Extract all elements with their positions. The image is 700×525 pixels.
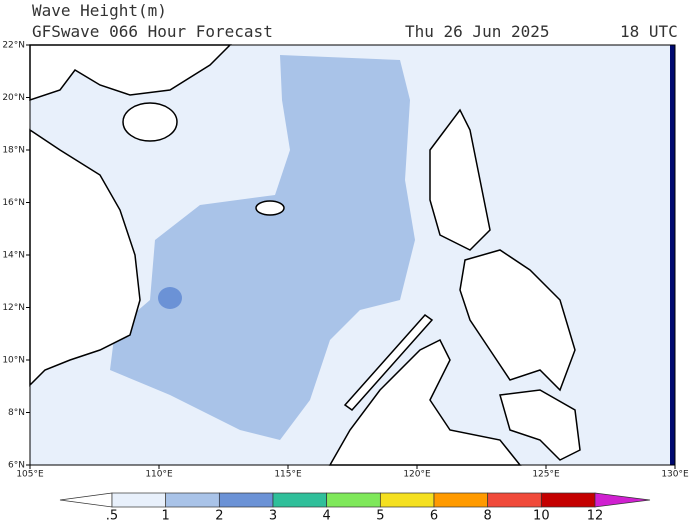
lon-tick-label: 105°E	[16, 470, 44, 480]
colorbar-segment	[59, 492, 113, 508]
colorbar-label: 5	[376, 509, 384, 524]
lat-tick-label: 6°N	[8, 461, 25, 471]
coastline	[255, 200, 285, 216]
coastline	[122, 102, 178, 142]
colorbar-label: 2	[215, 509, 223, 524]
coastline	[429, 108, 491, 251]
subtitle: GFSwave 066 Hour Forecast	[32, 22, 273, 41]
coastline	[343, 313, 434, 412]
lat-tick-label: 12°N	[2, 303, 25, 313]
colorbar-label: 12	[587, 509, 604, 524]
colorbar-segment	[433, 492, 489, 508]
colorbar-segment	[111, 492, 167, 508]
coastline	[328, 338, 522, 466]
colorbar-segment	[218, 492, 274, 508]
lat-tick-label: 8°N	[8, 408, 25, 418]
lat-tick-label: 10°N	[2, 356, 25, 366]
wave-field	[110, 55, 415, 440]
colorbar-segment	[594, 492, 651, 508]
lat-tick-label: 14°N	[2, 251, 25, 261]
date: Thu 26 Jun 2025	[405, 22, 550, 41]
lat-tick-label: 18°N	[2, 146, 25, 156]
coastline	[499, 389, 581, 461]
time: 18 UTC	[620, 22, 678, 41]
coastline	[29, 128, 141, 387]
edge-bar	[670, 45, 675, 465]
colorbar-segment	[487, 492, 542, 508]
colorbar-segment	[326, 492, 381, 508]
colorbar-label: 1	[162, 509, 170, 524]
colorbar-label: 4	[323, 509, 331, 524]
colorbar-segment	[379, 492, 435, 508]
colorbar-segment	[272, 492, 328, 508]
wave-field	[158, 287, 182, 309]
lon-tick-label: 110°E	[145, 470, 173, 480]
lat-tick-label: 20°N	[2, 93, 25, 103]
colorbar-label: 6	[430, 509, 438, 524]
colorbar-segment	[165, 492, 220, 508]
colorbar-label: .5	[106, 509, 118, 524]
colorbar-label: 10	[533, 509, 550, 524]
lon-tick-label: 130°E	[661, 470, 689, 480]
lon-tick-label: 125°E	[532, 470, 560, 480]
colorbar-label: 8	[484, 509, 492, 524]
lon-tick-label: 115°E	[274, 470, 302, 480]
map-area	[29, 44, 676, 466]
coastline	[459, 249, 576, 392]
colorbar-label: 3	[269, 509, 277, 524]
lon-tick-label: 120°E	[403, 470, 431, 480]
lat-tick-label: 22°N	[2, 41, 25, 51]
coastline	[29, 44, 232, 102]
colorbar-segment	[540, 492, 596, 508]
title: Wave Height(m)	[32, 1, 167, 20]
lat-tick-label: 16°N	[2, 198, 25, 208]
